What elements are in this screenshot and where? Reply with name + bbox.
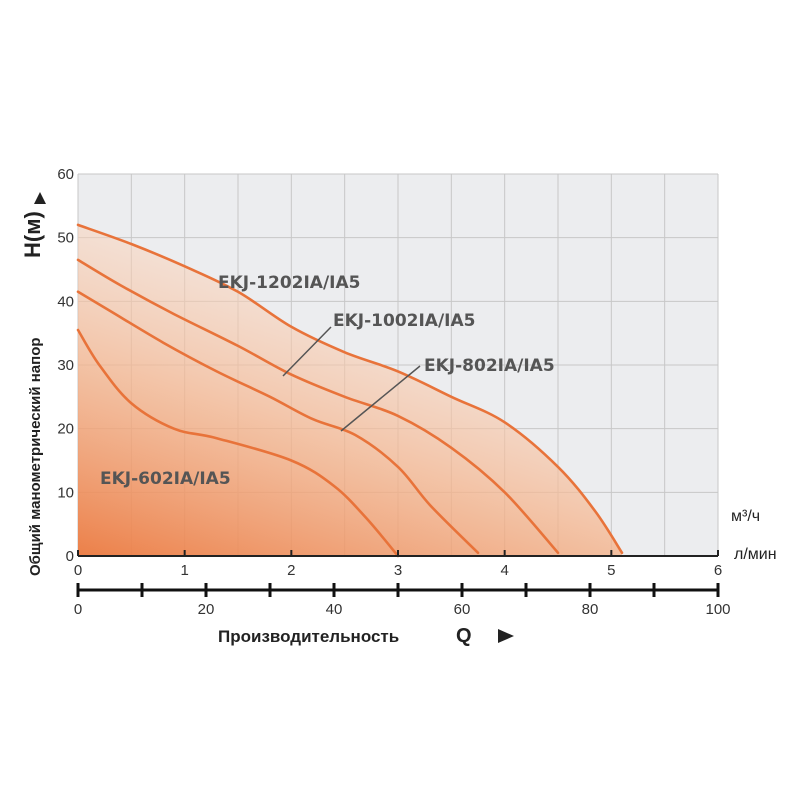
y-axis-arrow-icon — [34, 192, 46, 204]
label-ekj-1202: EKJ-1202IA/IA5 — [218, 273, 360, 293]
x-tick-label: 6 — [714, 562, 722, 579]
x-axis-ticks-lmin: 0 20 40 60 80 100 — [74, 583, 731, 618]
x-unit-m3h: м³/ч — [731, 508, 760, 525]
leader-line — [340, 365, 421, 432]
x-axis-symbol: Q — [456, 625, 472, 647]
y-axis-symbol: H(м) — [20, 211, 45, 258]
curve-ekj-602ia-ia5 — [76, 328, 400, 558]
x-axis-title: Производительность Q — [218, 625, 514, 647]
y-tick-label: 60 — [57, 166, 74, 183]
y-axis-ticks: 0 10 20 30 40 50 60 — [57, 166, 74, 565]
curve-ekj-1202ia-ia5 — [76, 223, 624, 555]
y-tick-label: 30 — [57, 357, 74, 374]
x2-tick-label: 80 — [582, 601, 599, 618]
y-tick-label: 10 — [57, 484, 74, 501]
x-axis-arrow-icon — [498, 629, 514, 643]
y-axis-title: Общий манометрический напор H(м) — [20, 192, 46, 576]
series-curves — [76, 223, 624, 558]
x-tick-label: 3 — [394, 562, 402, 579]
y-tick-label: 40 — [57, 293, 74, 310]
x-axis-ticks-m3h: 0 1 2 3 4 5 6 — [74, 550, 722, 579]
y-tick-label: 50 — [57, 230, 74, 247]
label-ekj-802: EKJ-802IA/IA5 — [424, 356, 555, 376]
x-unit-lmin: л/мин — [734, 546, 777, 563]
curve-ekj-802ia-ia5 — [76, 290, 480, 555]
x2-tick-label: 0 — [74, 601, 82, 618]
x-tick-label: 4 — [500, 562, 508, 579]
performance-fill-area — [78, 224, 622, 556]
y-axis-label: Общий манометрический напор — [27, 337, 44, 576]
x-tick-label: 1 — [180, 562, 188, 579]
leader-line — [282, 326, 332, 377]
y-tick-label: 20 — [57, 421, 74, 438]
y-tick-label: 0 — [66, 548, 74, 565]
series-labels: EKJ-1202IA/IA5 EKJ-1002IA/IA5 EKJ-802IA/… — [100, 273, 555, 489]
label-ekj-1002: EKJ-1002IA/IA5 — [333, 311, 475, 331]
x2-tick-label: 20 — [198, 601, 215, 618]
x2-tick-label: 60 — [454, 601, 471, 618]
label-leader-lines — [282, 326, 421, 432]
x-tick-label: 2 — [287, 562, 295, 579]
x-tick-label: 5 — [607, 562, 615, 579]
x-tick-label: 0 — [74, 562, 82, 579]
x2-tick-label: 40 — [326, 601, 343, 618]
x-axis-label: Производительность — [218, 627, 399, 646]
label-ekj-602: EKJ-602IA/IA5 — [100, 469, 231, 489]
x2-tick-label: 100 — [705, 601, 730, 618]
curve-ekj-1002ia-ia5 — [76, 258, 560, 555]
